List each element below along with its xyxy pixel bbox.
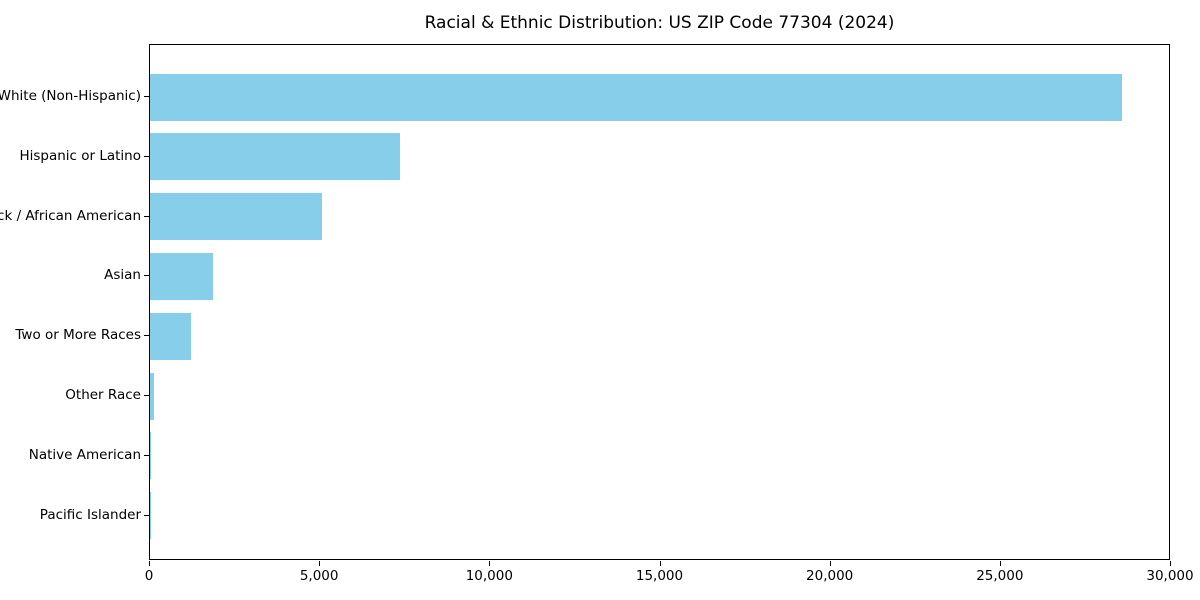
x-tick-mark: [999, 561, 1001, 566]
x-tick-label: 30,000: [1146, 568, 1194, 584]
y-tick-mark: [144, 335, 149, 337]
bar-white-non-hispanic: [150, 73, 1122, 121]
y-tick-mark: [144, 395, 149, 396]
plot-area: [149, 44, 1170, 560]
bar-black-african-american: [150, 193, 322, 241]
x-tick-label: 10,000: [465, 568, 513, 584]
y-tick-mark: [144, 215, 149, 217]
y-tick-label: Other Race: [65, 387, 141, 403]
y-tick-mark: [144, 96, 149, 97]
y-tick-mark: [144, 514, 149, 516]
bar-native-american: [150, 432, 152, 480]
x-tick-mark: [149, 561, 150, 566]
bar-other-race: [150, 372, 155, 420]
bar-hispanic-or-latino: [150, 133, 400, 181]
y-tick-mark: [144, 155, 149, 157]
x-tick-label: 5,000: [299, 568, 339, 584]
y-tick-mark: [144, 454, 149, 456]
chart-title: Racial & Ethnic Distribution: US ZIP Cod…: [424, 13, 895, 33]
x-tick-mark: [1170, 561, 1171, 566]
y-tick-label: Two or More Races: [15, 327, 141, 344]
x-tick-mark: [829, 561, 831, 566]
y-tick-label: Hispanic or Latino: [19, 147, 141, 164]
x-tick-label: 15,000: [635, 568, 684, 584]
x-tick-mark: [489, 561, 491, 566]
bar-two-or-more-races: [150, 312, 191, 360]
x-tick-label: 25,000: [976, 568, 1024, 584]
x-tick-label: 0: [144, 568, 154, 584]
y-tick-label: Asian: [104, 267, 141, 284]
y-tick-label: Pacific Islander: [39, 506, 141, 523]
y-tick-label: White (Non-Hispanic): [0, 88, 141, 104]
y-tick-label: Black / African American: [0, 207, 141, 224]
bar-pacific-islander: [150, 492, 151, 540]
x-tick-mark: [659, 561, 661, 566]
y-tick-label: Native American: [28, 446, 141, 463]
x-tick-mark: [319, 561, 321, 566]
y-tick-mark: [144, 275, 149, 277]
x-tick-label: 20,000: [806, 568, 854, 584]
bar-asian: [150, 252, 213, 300]
